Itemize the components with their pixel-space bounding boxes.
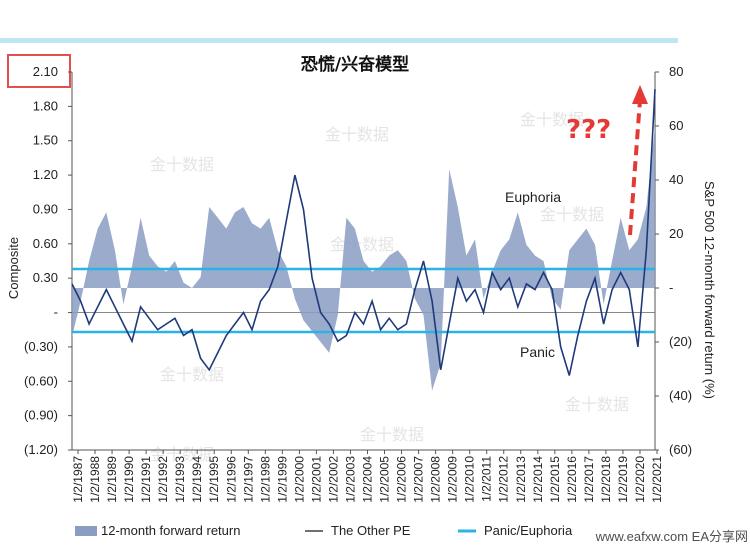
x-tick-label: 1/2/1994 xyxy=(190,456,204,503)
legend-label: 12-month forward return xyxy=(101,523,240,538)
watermark-3: 金十数据 xyxy=(330,235,394,254)
x-tick-labels: 1/2/1987 1/2/1988 1/2/1989 1/2/1990 1/2/1991… xyxy=(71,450,664,503)
x-tick-label: 1/2/2011 xyxy=(480,456,494,502)
watermark-2: 金十数据 xyxy=(520,110,584,129)
x-tick-label: 1/2/1987 xyxy=(71,456,85,503)
left-tick-label: 1.50 xyxy=(33,133,58,148)
forward-return-area-path xyxy=(72,126,655,391)
x-tick-label: 1/2/2014 xyxy=(531,456,545,503)
right-tick-label: 60 xyxy=(669,118,683,133)
x-tick-label: 1/2/2009 xyxy=(446,456,460,503)
left-tick-label: 1.80 xyxy=(33,98,58,113)
footer-watermark: www.eafxw.com EA分享网 xyxy=(595,529,748,544)
left-tick-label: (0.90) xyxy=(24,408,58,423)
right-tick-labels: 80 60 40 20 - (20) (40) (60) xyxy=(655,64,692,457)
left-tick-label: 0.30 xyxy=(33,270,58,285)
x-tick-label: 1/2/2006 xyxy=(395,456,409,503)
left-tick-label: - xyxy=(54,305,58,320)
question-marks: ??? xyxy=(566,115,611,145)
left-tick-label: 0.90 xyxy=(33,201,58,216)
chart-title: 恐慌/兴奋模型 xyxy=(301,54,409,75)
left-tick-label: (0.30) xyxy=(24,339,58,354)
x-tick-label: 1/2/2019 xyxy=(616,456,630,503)
x-tick-label: 1/2/1998 xyxy=(258,456,272,503)
x-tick-label: 1/2/1988 xyxy=(88,456,102,503)
x-tick-label: 1/2/2004 xyxy=(361,456,375,503)
x-tick-label: 1/2/1995 xyxy=(207,456,221,503)
right-tick-label: (40) xyxy=(669,388,692,403)
watermark-1: 金十数据 xyxy=(325,125,389,144)
euphoria-annotation: Euphoria xyxy=(505,189,561,205)
left-tick-label: (0.60) xyxy=(24,373,58,388)
watermark-7: 金十数据 xyxy=(565,395,629,414)
right-tick-label: 40 xyxy=(669,172,683,187)
x-tick-label: 1/2/2017 xyxy=(582,456,596,503)
right-tick-label: 20 xyxy=(669,226,683,241)
left-tick-labels: 2.10 1.80 1.50 1.20 0.90 0.60 0.30 - (0.30) (0.60… xyxy=(24,64,72,457)
x-tick-label: 1/2/2016 xyxy=(565,456,579,503)
panic-annotation: Panic xyxy=(520,344,555,360)
x-tick-label: 1/2/2021 xyxy=(650,456,664,503)
top-accent-bar xyxy=(0,38,678,43)
highlight-box xyxy=(7,54,71,88)
x-tick-label: 1/2/1989 xyxy=(105,456,119,503)
watermark-6: 金十数据 xyxy=(360,425,424,444)
legend-swatch-area xyxy=(75,526,97,536)
x-tick-label: 1/2/2010 xyxy=(463,456,477,503)
right-axis-title: S&P 500 12-month forward return (%) xyxy=(702,181,717,399)
legend: 12-month forward return The Other PE Panic… xyxy=(75,523,573,538)
legend-label: The Other PE xyxy=(331,523,411,538)
x-tick-label: 1/2/2007 xyxy=(412,456,426,503)
left-axis-title: Composite xyxy=(6,237,21,299)
x-tick-label: 1/2/2008 xyxy=(429,456,443,503)
x-tick-label: 1/2/1997 xyxy=(241,456,255,503)
right-tick-label: (60) xyxy=(669,442,692,457)
left-tick-label: 0.60 xyxy=(33,236,58,251)
left-tick-label: 2.10 xyxy=(33,64,58,79)
x-tick-label: 1/2/1992 xyxy=(156,456,170,503)
watermark-4: 金十数据 xyxy=(540,205,604,224)
x-tick-label: 1/2/2000 xyxy=(292,456,306,503)
x-tick-label: 1/2/2013 xyxy=(514,456,528,503)
right-tick-label: - xyxy=(669,280,673,295)
x-tick-label: 1/2/1999 xyxy=(275,456,289,503)
red-arrow xyxy=(628,85,648,236)
x-tick-label: 1/2/2001 xyxy=(309,456,323,503)
x-tick-label: 1/2/2015 xyxy=(548,456,562,503)
composite-line xyxy=(71,89,656,376)
right-tick-label: 80 xyxy=(669,64,683,79)
watermark-5: 金十数据 xyxy=(160,365,224,384)
x-tick-label: 1/2/1996 xyxy=(224,456,238,503)
x-tick-label: 1/2/2018 xyxy=(599,456,613,503)
x-tick-label: 1/2/2020 xyxy=(633,456,647,503)
legend-label: Panic/Euphoria xyxy=(484,523,573,538)
watermark-0: 金十数据 xyxy=(150,155,214,174)
x-tick-label: 1/2/1993 xyxy=(173,456,187,503)
x-tick-label: 1/2/2012 xyxy=(497,456,511,503)
x-tick-label: 1/2/2002 xyxy=(326,456,340,503)
left-tick-label: 1.20 xyxy=(33,167,58,182)
right-tick-label: (20) xyxy=(669,334,692,349)
x-tick-label: 1/2/1991 xyxy=(139,456,153,503)
x-tick-label: 1/2/2003 xyxy=(343,456,357,503)
left-tick-label: (1.20) xyxy=(24,442,58,457)
x-tick-label: 1/2/2005 xyxy=(378,456,392,503)
x-tick-label: 1/2/1990 xyxy=(122,456,136,503)
